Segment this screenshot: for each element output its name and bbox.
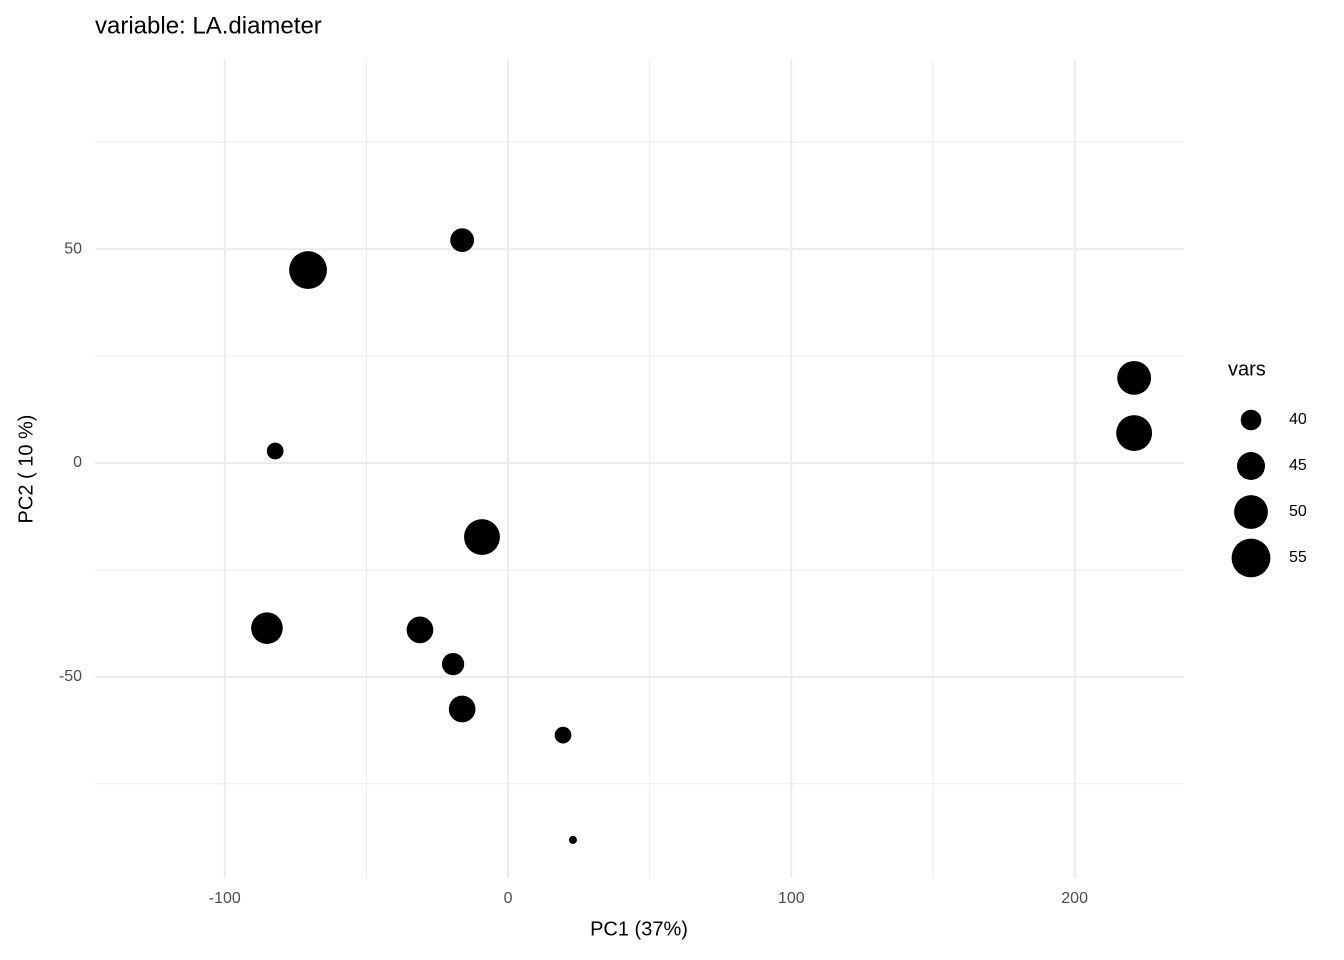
point [266,442,284,460]
x-axis-title: PC1 (37%) [590,918,688,940]
x-tick-label: 0 [504,890,513,907]
x-tick-label: -100 [209,890,241,907]
point [289,251,327,289]
point [464,519,500,555]
legend-key [1237,452,1265,480]
legend-key [1234,495,1268,529]
point [251,612,283,644]
point [441,652,465,676]
legend-label: 40 [1289,411,1307,428]
x-tick-label: 100 [778,890,805,907]
point [568,835,577,844]
point [406,616,434,644]
point [448,695,476,723]
y-axis-title: PC2 ( 10 %) [15,415,37,524]
legend-key [1240,409,1262,431]
legend-label: 55 [1289,549,1307,566]
legend-title: vars [1228,358,1266,380]
y-tick-label: -50 [59,668,82,685]
point [450,228,475,253]
point [1117,360,1152,395]
point [554,726,572,744]
legend-label: 45 [1289,457,1307,474]
chart-title: variable: LA.diameter [95,12,322,39]
y-tick-label: 0 [73,454,82,471]
point [1116,415,1153,452]
x-tick-label: 200 [1061,890,1088,907]
legend-label: 50 [1289,503,1307,520]
grid [95,60,1184,878]
y-tick-label: 50 [64,240,82,257]
legend-key [1231,538,1271,578]
